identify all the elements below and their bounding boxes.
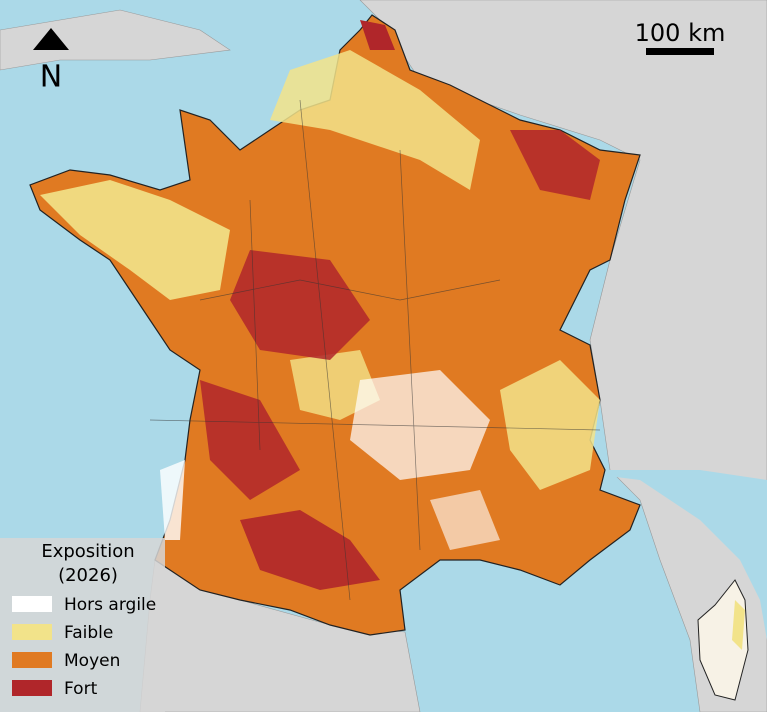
legend-label: Hors argile <box>64 595 156 615</box>
legend-swatch <box>12 596 52 612</box>
north-label: N <box>40 60 62 95</box>
legend-swatch <box>12 680 52 696</box>
legend-swatch <box>12 624 52 640</box>
legend-title: Exposition <box>41 541 134 562</box>
sea <box>560 470 767 640</box>
department-borders <box>149 99 601 601</box>
patch-fort <box>510 130 600 200</box>
patch-faible <box>732 600 745 650</box>
neighbour-land <box>0 9 231 71</box>
patch-hors-argile <box>160 460 185 540</box>
scale-bar <box>646 48 714 55</box>
patch-fort <box>200 380 300 500</box>
patch-hors-argile <box>430 490 500 550</box>
patch-faible <box>500 360 600 490</box>
legend-label: Fort <box>64 679 98 699</box>
north-arrow <box>33 28 69 50</box>
patch-fort <box>360 20 395 50</box>
legend-swatch <box>12 652 52 668</box>
legend-label: Faible <box>64 623 113 643</box>
legend-label: Moyen <box>64 651 120 671</box>
patch-faible <box>40 180 230 300</box>
patch-fort <box>240 510 380 590</box>
legend: Exposition (2026) Hors argile Faible Moyen Fo… <box>0 538 165 712</box>
exposure-patches <box>40 20 600 590</box>
scale-label: 100 km <box>635 19 726 47</box>
patch-faible <box>270 50 480 190</box>
legend-title: (2026) <box>58 565 118 586</box>
patch-fort <box>230 250 370 360</box>
patch-hors-argile <box>350 370 490 480</box>
